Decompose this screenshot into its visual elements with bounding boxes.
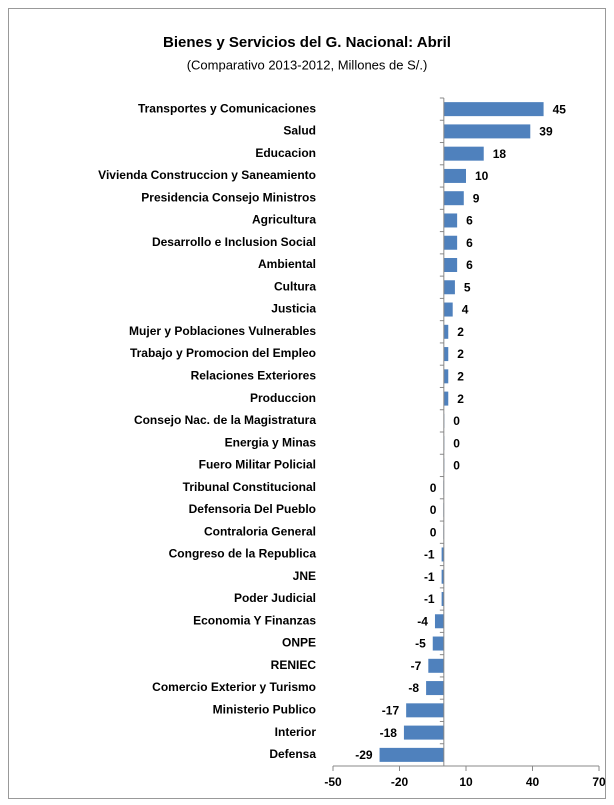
y-tick-label: Vivienda Construccion y Saneamiento bbox=[98, 168, 316, 182]
bar bbox=[406, 703, 444, 718]
data-label: 2 bbox=[457, 370, 464, 384]
data-label: 18 bbox=[493, 147, 507, 161]
y-tick-label: Contraloria General bbox=[204, 524, 316, 538]
data-label: 0 bbox=[453, 414, 460, 428]
bar bbox=[443, 191, 464, 206]
y-tick-label: Interior bbox=[275, 725, 317, 739]
data-label: 10 bbox=[475, 169, 489, 183]
data-label: 9 bbox=[473, 191, 480, 205]
y-tick-label: Educacion bbox=[255, 146, 316, 160]
y-tick-label: Poder Judicial bbox=[234, 591, 316, 605]
bar bbox=[441, 547, 444, 562]
data-label: 0 bbox=[430, 525, 437, 539]
chart-border bbox=[8, 8, 606, 799]
bar bbox=[443, 302, 453, 317]
data-label: -17 bbox=[382, 704, 400, 718]
data-label: -1 bbox=[424, 570, 435, 584]
x-tick-label: 10 bbox=[459, 775, 473, 789]
y-tick-label: Fuero Militar Policial bbox=[199, 458, 316, 472]
bar bbox=[443, 258, 458, 272]
data-label: 2 bbox=[457, 325, 464, 339]
data-label: 6 bbox=[466, 258, 473, 272]
data-label: 39 bbox=[539, 125, 553, 139]
y-tick-label: Congreso de la Republica bbox=[169, 547, 317, 561]
data-label: 6 bbox=[466, 236, 473, 250]
bar bbox=[441, 569, 444, 584]
y-tick-label: Trabajo y Promocion del Empleo bbox=[130, 346, 316, 360]
y-tick-label: Ambiental bbox=[258, 257, 316, 271]
y-tick-label: Ministerio Publico bbox=[213, 703, 316, 717]
y-tick-label: RENIEC bbox=[271, 658, 317, 672]
bar bbox=[443, 124, 531, 139]
bar bbox=[443, 146, 484, 161]
bar bbox=[443, 168, 466, 183]
x-tick-label: -50 bbox=[324, 775, 342, 789]
data-label: -18 bbox=[380, 726, 398, 740]
data-label: 6 bbox=[466, 214, 473, 228]
y-tick-label: Consejo Nac. de la Magistratura bbox=[134, 413, 316, 427]
data-label: 4 bbox=[462, 303, 469, 317]
data-label: -1 bbox=[424, 592, 435, 606]
x-tick-label: 70 bbox=[592, 775, 606, 789]
y-tick-label: JNE bbox=[293, 569, 316, 583]
x-tick-label: -20 bbox=[391, 775, 409, 789]
bar bbox=[443, 102, 544, 117]
data-label: -8 bbox=[408, 681, 419, 695]
data-label: -7 bbox=[411, 659, 422, 673]
bar bbox=[428, 658, 444, 673]
bar bbox=[403, 725, 444, 740]
y-tick-label: Presidencia Consejo Ministros bbox=[141, 190, 316, 204]
bar bbox=[443, 391, 449, 406]
bar bbox=[443, 347, 449, 362]
data-label: 5 bbox=[464, 280, 471, 294]
data-label: -29 bbox=[355, 748, 373, 762]
bar bbox=[434, 614, 444, 629]
data-label: -4 bbox=[417, 614, 428, 628]
bar bbox=[432, 636, 444, 651]
y-tick-label: Cultura bbox=[274, 279, 316, 293]
bar bbox=[443, 324, 449, 339]
y-tick-label: Relaciones Exteriores bbox=[191, 369, 317, 383]
y-tick-label: Energia y Minas bbox=[225, 435, 317, 449]
data-label: 2 bbox=[457, 392, 464, 406]
y-tick-label: Comercio Exterior y Turismo bbox=[152, 680, 316, 694]
data-label: 0 bbox=[453, 459, 460, 473]
y-tick-label: ONPE bbox=[282, 636, 316, 650]
data-label: 0 bbox=[430, 503, 437, 517]
bar bbox=[443, 235, 458, 250]
data-label: 0 bbox=[453, 436, 460, 450]
y-tick-label: Desarrollo e Inclusion Social bbox=[152, 235, 316, 249]
data-label: 0 bbox=[430, 481, 437, 495]
y-tick-label: Economia Y Finanzas bbox=[193, 613, 316, 627]
bar bbox=[426, 681, 444, 696]
y-tick-label: Salud bbox=[283, 124, 316, 138]
bar bbox=[441, 592, 444, 606]
y-tick-label: Defensa bbox=[269, 747, 316, 761]
data-label: 2 bbox=[457, 347, 464, 361]
y-tick-label: Justicia bbox=[271, 302, 316, 316]
y-tick-label: Produccion bbox=[250, 391, 316, 405]
data-label: -1 bbox=[424, 548, 435, 562]
bar bbox=[443, 369, 449, 384]
bar bbox=[443, 213, 458, 228]
x-tick-label: 40 bbox=[526, 775, 540, 789]
y-tick-label: Agricultura bbox=[252, 213, 316, 227]
y-tick-label: Tribunal Constitucional bbox=[183, 480, 316, 494]
data-label: -5 bbox=[415, 637, 426, 651]
data-label: 45 bbox=[553, 102, 567, 116]
y-tick-label: Transportes y Comunicaciones bbox=[138, 101, 316, 115]
bar bbox=[379, 747, 444, 762]
bar bbox=[443, 280, 455, 295]
chart-subtitle: (Comparativo 2013-2012, Millones de S/.) bbox=[187, 57, 428, 72]
y-tick-label: Defensoria Del Pueblo bbox=[189, 502, 316, 516]
y-tick-label: Mujer y Poblaciones Vulnerables bbox=[129, 324, 316, 338]
chart-title: Bienes y Servicios del G. Nacional: Abri… bbox=[163, 34, 451, 51]
